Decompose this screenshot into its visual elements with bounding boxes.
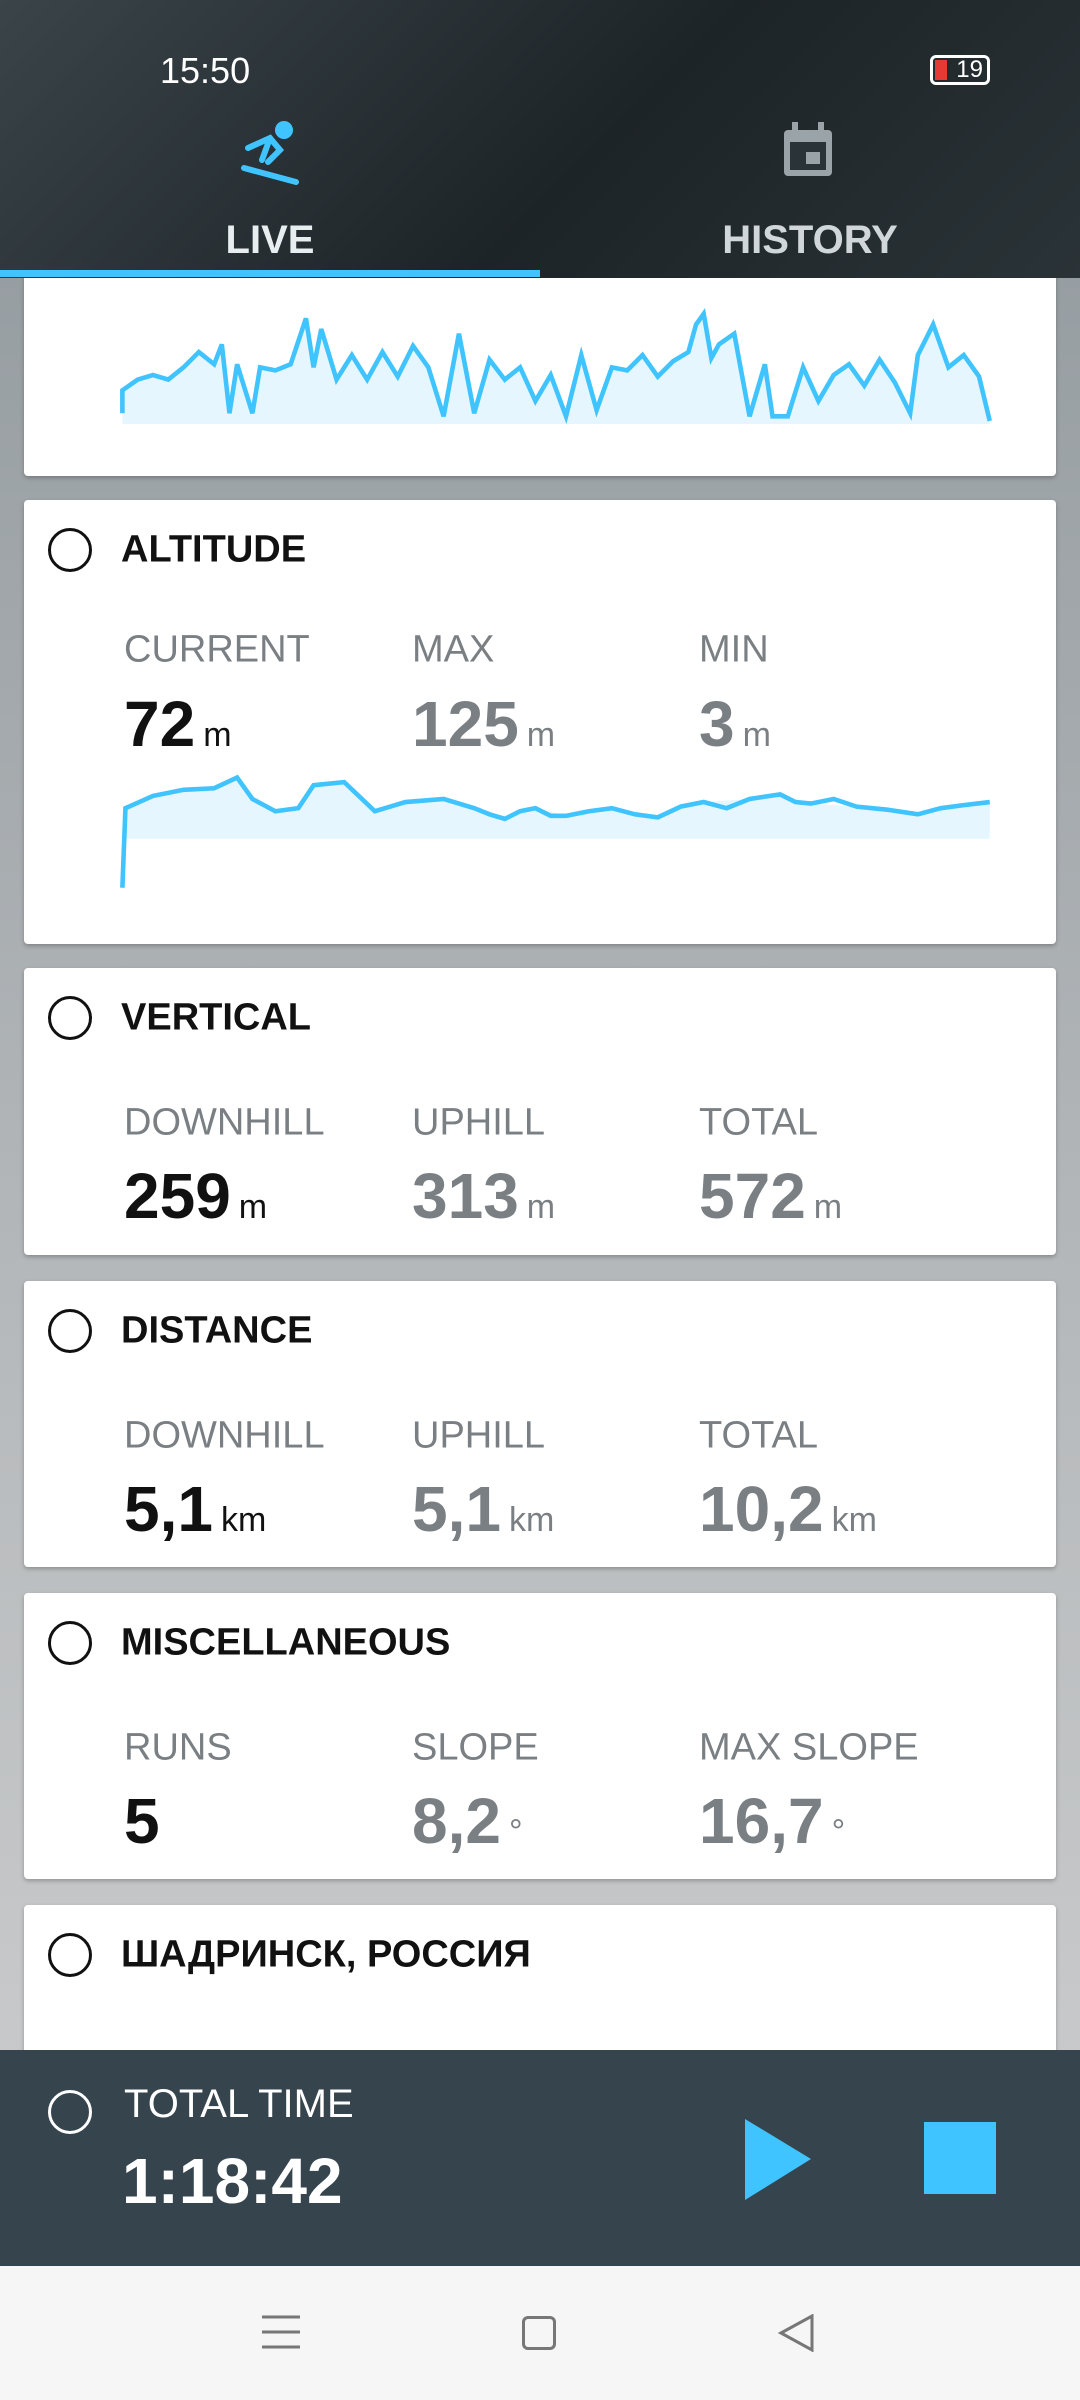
stat-unit: km [220, 1501, 267, 1539]
stat-value: 572 m [699, 1159, 842, 1233]
stat-label: MAX [412, 628, 495, 671]
stat-unit: km [831, 1501, 877, 1539]
stat-label: RUNS [124, 1726, 232, 1769]
stat-number: 3 [699, 688, 735, 760]
stat-label: SLOPE [412, 1726, 539, 1769]
stat-number: 5,1 [412, 1473, 501, 1545]
card: VERTICAL DOWNHILL 259 m UPHILL 313 m TOTAL 572 m [24, 968, 1056, 1255]
stop-button[interactable] [924, 2122, 996, 2194]
home-button[interactable] [522, 2316, 556, 2350]
timer-label: TOTAL TIME [124, 2082, 354, 2126]
card-title: ШАДРИНСК, РОССИЯ [121, 1933, 531, 1976]
stat-label: MAX SLOPE [699, 1726, 919, 1769]
header: 15:50 19 LIVE HISTORY [0, 0, 1080, 278]
stat-value: 125 m [412, 687, 555, 761]
back-button[interactable] [778, 2314, 814, 2352]
card-title: VERTICAL [121, 996, 311, 1039]
battery-level [935, 60, 947, 80]
battery-text: 19 [956, 56, 983, 83]
status-time: 15:50 [160, 50, 251, 91]
stat-unit: m [742, 716, 771, 754]
stat-unit: m [203, 716, 232, 754]
card-title: DISTANCE [121, 1309, 313, 1352]
timer-bar: TOTAL TIME 1:18:42 [0, 2050, 1080, 2266]
stat-unit: km [508, 1501, 555, 1539]
stat-number: 16,7 [699, 1785, 824, 1857]
card: DISTANCE DOWNHILL 5,1 km UPHILL 5,1 km TOTAL 10,… [24, 1281, 1056, 1567]
stat-label: UPHILL [412, 1101, 546, 1144]
stat-value: 8,2 ° [412, 1784, 523, 1858]
stat-unit: m [238, 1188, 268, 1226]
play-button[interactable] [745, 2119, 811, 2200]
tab-indicator [0, 270, 540, 277]
stat-number: 5 [124, 1785, 160, 1857]
stat-number: 259 [124, 1160, 231, 1232]
stat-label: MIN [699, 628, 769, 671]
card-icon [48, 996, 92, 1040]
stat-unit: m [813, 1188, 843, 1226]
card: ШАДРИНСК, РОССИЯ [24, 1905, 1056, 2065]
stat-value: 5,1 km [124, 1472, 266, 1546]
stat-unit: ° [831, 1813, 846, 1851]
stat-unit: m [526, 1188, 556, 1226]
stat-value: 259 m [124, 1159, 267, 1233]
stat-value: 5,1 km [412, 1472, 554, 1546]
card: ALTITUDE CURRENT 72 m MAX 125 m MIN 3 m [24, 500, 1056, 944]
card: MISCELLANEOUS RUNS 5 SLOPE 8,2 ° MAX SLOPE 16,7… [24, 1593, 1056, 1879]
stat-value: 16,7 ° [699, 1784, 845, 1858]
stat-value: 5 [124, 1784, 160, 1858]
stat-label: TOTAL [699, 1101, 818, 1144]
stat-label: DOWNHILL [124, 1414, 325, 1457]
timer-value: 1:18:42 [122, 2145, 343, 2217]
stat-label: DOWNHILL [124, 1101, 325, 1144]
stat-number: 8,2 [412, 1785, 501, 1857]
ski-icon [241, 121, 299, 185]
card-icon [48, 1309, 92, 1353]
stat-label: TOTAL [699, 1414, 818, 1457]
card-icon [48, 1933, 92, 1977]
stat-number: 5,1 [124, 1473, 213, 1545]
stat-number: 72 [124, 688, 196, 760]
card-icon [48, 1621, 92, 1665]
tab-history[interactable]: HISTORY [722, 218, 898, 262]
card-icon [48, 528, 92, 572]
stat-number: 10,2 [699, 1473, 824, 1545]
stat-value: 313 m [412, 1159, 555, 1233]
timer-icon [48, 2090, 92, 2134]
stat-value: 72 m [124, 687, 232, 761]
stat-label: UPHILL [412, 1414, 546, 1457]
menu-button[interactable] [262, 2314, 300, 2350]
speed-card [24, 250, 1056, 476]
stat-label: CURRENT [124, 628, 310, 671]
nav-bar [0, 2266, 1080, 2400]
battery: 19 [930, 55, 990, 85]
card-title: ALTITUDE [121, 528, 307, 571]
stat-value: 10,2 km [699, 1472, 877, 1546]
stat-number: 125 [412, 688, 519, 760]
stat-unit: ° [508, 1813, 523, 1851]
tab-live[interactable]: LIVE [225, 218, 315, 262]
calendar-icon [784, 122, 832, 176]
stat-number: 572 [699, 1160, 806, 1232]
stat-unit: m [526, 716, 556, 754]
card-title: MISCELLANEOUS [121, 1621, 451, 1664]
stat-number: 313 [412, 1160, 519, 1232]
